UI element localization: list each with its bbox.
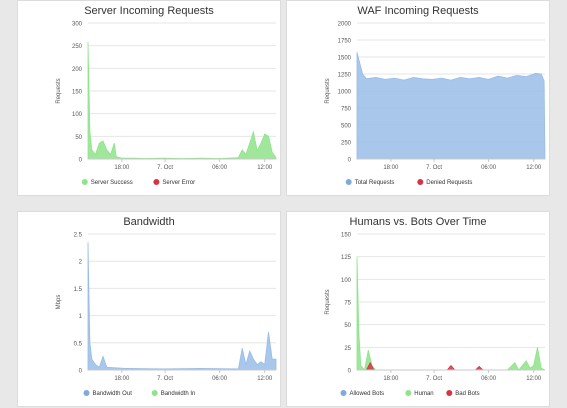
x-tick-label: 12:00: [257, 376, 273, 382]
y-tick-label: 75: [344, 301, 351, 307]
legend-marker[interactable]: [446, 390, 453, 396]
y-tick-label: 2000: [338, 22, 352, 28]
x-tick-label: 12:00: [526, 376, 542, 382]
chart-title: Bandwidth: [123, 216, 175, 228]
y-tick-label: 50: [75, 135, 82, 141]
legend-label[interactable]: Total Requests: [355, 180, 395, 186]
y-tick-label: 150: [341, 233, 352, 239]
y-tick-label: 125: [341, 255, 352, 261]
chart-canvas: 0 0.5 1 1.5 2 2.5 Mbps 18:00 7. Oct 06:00 12:00 Ban…: [56, 233, 277, 397]
y-tick-label: 2.5: [74, 233, 83, 239]
legend-label[interactable]: Server Success: [91, 180, 133, 186]
chart-waf-incoming-requests: WAF Incoming Requests 0 250 500 750 1000 1250…: [286, 0, 550, 196]
chart-canvas: 0 25 50 75 100 125 150 Requests 18:00 7. Oct 06:00…: [325, 233, 546, 397]
y-tick-label: 1000: [338, 90, 352, 96]
y-tick-label: 0: [79, 369, 83, 375]
y-tick-label: 250: [341, 141, 352, 147]
y-axis-label: Requests: [56, 78, 62, 103]
legend: Allowed Bots Human Bad Bots: [340, 390, 480, 397]
y-tick-label: 150: [72, 90, 83, 96]
y-tick-label: 0: [79, 158, 83, 164]
legend-marker[interactable]: [81, 179, 88, 185]
x-tick-label: 18:00: [383, 376, 399, 382]
legend-label[interactable]: Human: [414, 391, 433, 397]
x-tick-label: 06:00: [212, 376, 228, 382]
legend-label[interactable]: Server Error: [162, 180, 195, 186]
chart-title: WAF Incoming Requests: [357, 5, 479, 17]
x-tick-label: 18:00: [114, 165, 130, 171]
y-tick-label: 100: [341, 278, 352, 284]
x-tick-label: 06:00: [481, 376, 497, 382]
y-tick-label: 50: [344, 323, 351, 329]
y-tick-label: 2: [79, 260, 83, 266]
legend-label[interactable]: Bandwidth Out: [93, 391, 133, 397]
y-tick-label: 300: [72, 22, 83, 28]
chart-canvas: 0 50 100 150 200 250 300 Requests 18:00 7. Oct 06:…: [56, 22, 277, 186]
x-tick-label: 18:00: [114, 376, 130, 382]
y-tick-label: 200: [72, 67, 83, 73]
legend-marker[interactable]: [345, 179, 352, 185]
chart-humans-vs-bots: Humans vs. Bots Over Time 0 25 50 75 100 125 1…: [286, 211, 550, 407]
chart-server-incoming-requests: Server Incoming Requests 0 50 100 150 200 250…: [17, 0, 281, 196]
legend-marker[interactable]: [151, 390, 158, 396]
x-tick-label: 06:00: [212, 165, 228, 171]
legend-label[interactable]: Denied Requests: [426, 180, 472, 186]
chart-title: Humans vs. Bots Over Time: [349, 216, 487, 228]
legend-label[interactable]: Bandwidth In: [161, 391, 196, 397]
y-tick-label: 1250: [338, 73, 352, 79]
chart-bandwidth: Bandwidth 0 0.5 1 1.5 2 2.5 Mbps 18:00 7. Oct 06:…: [17, 211, 281, 407]
y-tick-label: 750: [341, 107, 352, 113]
y-tick-label: 25: [344, 346, 351, 352]
y-tick-label: 0: [348, 158, 352, 164]
x-tick-label: 12:00: [526, 165, 542, 171]
legend-label[interactable]: Allowed Bots: [350, 391, 385, 397]
series-area-human: [356, 256, 546, 371]
series-area-bandwidth-out: [87, 242, 277, 371]
y-tick-label: 0.5: [74, 341, 83, 347]
legend-marker[interactable]: [153, 179, 160, 185]
y-axis-label: Requests: [325, 78, 331, 103]
legend: Bandwidth Out Bandwidth In: [83, 390, 196, 397]
x-tick-label: 7. Oct: [426, 165, 442, 171]
series-area-total-requests: [356, 52, 546, 160]
y-tick-label: 1500: [338, 56, 352, 62]
x-tick-label: 06:00: [481, 165, 497, 171]
legend-marker[interactable]: [417, 179, 424, 185]
x-tick-label: 7. Oct: [157, 165, 173, 171]
legend-marker[interactable]: [405, 390, 412, 396]
legend: Server Success Server Error: [81, 179, 195, 186]
series-area-server-success: [87, 41, 277, 160]
x-tick-label: 7. Oct: [157, 376, 173, 382]
x-tick-label: 12:00: [257, 165, 273, 171]
chart-canvas: 0 250 500 750 1000 1250 1500 1750 2000 Requests 18…: [325, 22, 546, 186]
y-tick-label: 1: [79, 314, 83, 320]
y-tick-label: 1.5: [74, 287, 83, 293]
x-tick-label: 7. Oct: [426, 376, 442, 382]
y-tick-label: 100: [72, 112, 83, 118]
y-axis-label: Requests: [325, 289, 331, 314]
y-tick-label: 0: [348, 369, 352, 375]
legend-label[interactable]: Bad Bots: [455, 391, 479, 397]
legend-marker[interactable]: [83, 390, 90, 396]
y-axis-label: Mbps: [56, 295, 62, 310]
y-tick-label: 250: [72, 44, 83, 50]
legend: Total Requests Denied Requests: [345, 179, 472, 186]
x-tick-label: 18:00: [383, 165, 399, 171]
y-tick-label: 1750: [338, 39, 352, 45]
chart-title: Server Incoming Requests: [84, 5, 214, 17]
y-tick-label: 500: [341, 124, 352, 130]
legend-marker[interactable]: [340, 390, 347, 396]
